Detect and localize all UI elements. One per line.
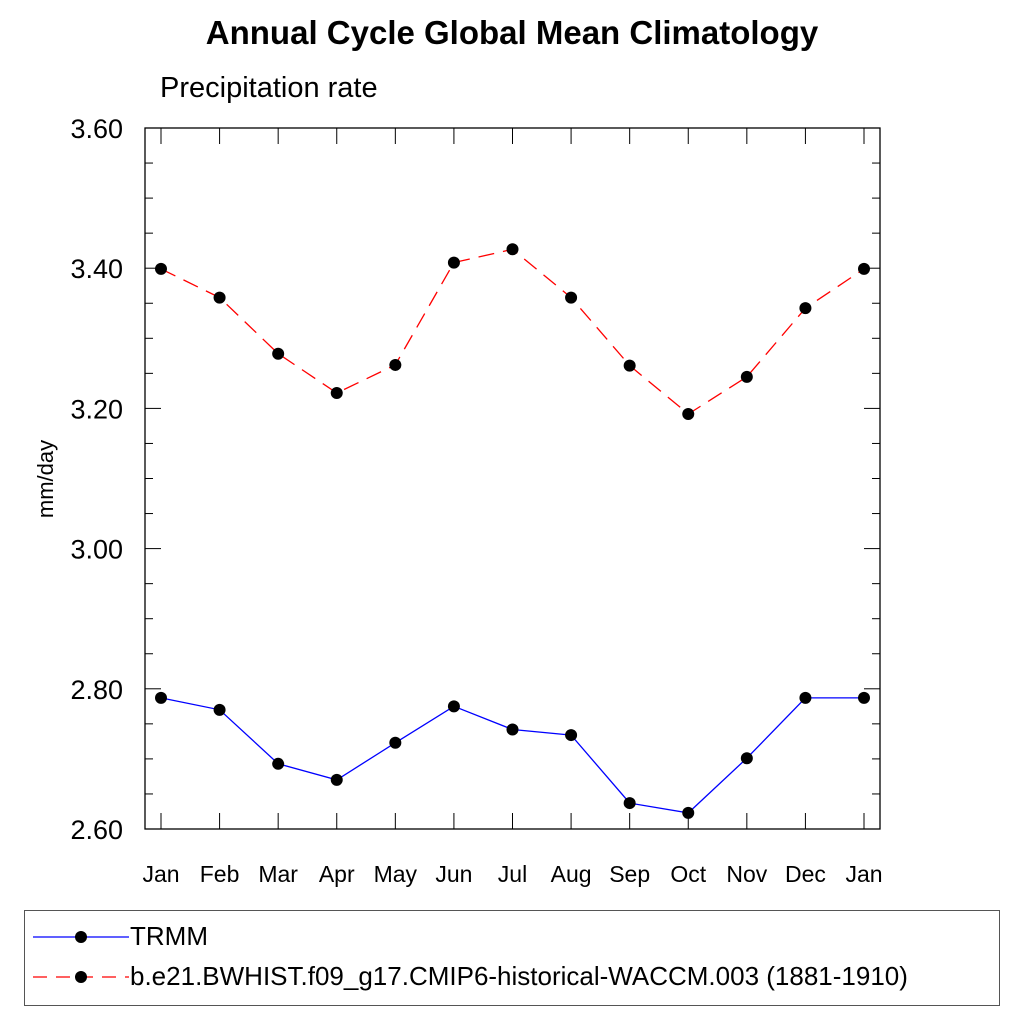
y-tick-label: 2.80 [70, 675, 123, 705]
x-tick-label: May [374, 861, 418, 887]
x-tick-label: Mar [258, 861, 298, 887]
data-point-1-4 [389, 358, 402, 371]
data-point-1-3 [330, 386, 343, 399]
x-tick-label: Feb [200, 861, 240, 887]
data-point-0-12 [858, 691, 870, 704]
x-ticks: Jan Feb Mar Apr May Jun Jul Aug Sep Oct Nov Dec Jan [142, 128, 883, 887]
y-axis-label: mm/day [33, 440, 58, 518]
data-point-0-8 [623, 797, 636, 810]
y-tick-label: 3.00 [70, 535, 123, 565]
data-point-1-9 [682, 408, 695, 421]
y-tick-label: 3.40 [70, 254, 123, 284]
y-tick-label: 2.60 [70, 815, 123, 845]
data-point-0-11 [799, 691, 812, 704]
chart-title: Annual Cycle Global Mean Climatology [205, 14, 819, 51]
data-point-1-0 [155, 262, 167, 275]
x-tick-label: Jan [142, 861, 179, 887]
x-tick-label: Jan [845, 861, 882, 887]
data-point-0-5 [447, 700, 460, 713]
data-point-0-1 [213, 703, 226, 716]
data-point-1-10 [740, 370, 753, 383]
legend-item-1: b.e21.BWHIST.f09_g17.CMIP6-historical-WA… [25, 957, 999, 997]
legend-label-1: b.e21.BWHIST.f09_g17.CMIP6-historical-WA… [130, 961, 908, 991]
data-point-1-1 [213, 291, 226, 304]
data-point-0-4 [389, 736, 402, 749]
legend-swatch-1 [33, 971, 129, 983]
x-tick-label: Sep [609, 861, 650, 887]
plot-area: 2.60 2.80 3.00 3.20 3.40 3.60 Jan Feb Mar Apr May… [33, 114, 883, 887]
data-point-1-2 [272, 347, 285, 360]
data-point-0-3 [330, 773, 343, 786]
data-point-0-10 [740, 752, 753, 765]
x-tick-label: Aug [551, 861, 592, 887]
x-tick-label: Apr [319, 861, 355, 887]
legend-label-0: TRMM [130, 921, 208, 951]
y-tick-label: 3.20 [70, 394, 123, 424]
data-point-1-6 [506, 243, 519, 256]
data-point-0-6 [506, 723, 519, 736]
series-layer [155, 243, 870, 819]
x-tick-label: Jun [435, 861, 472, 887]
x-tick-label: Jul [498, 861, 527, 887]
legend: TRMM b.e21.BWHIST.f09_g17.CMIP6-historic… [24, 910, 1000, 1006]
y-tick-label: 3.60 [70, 114, 123, 144]
data-point-1-11 [799, 302, 812, 315]
chart-subtitle: Precipitation rate [160, 72, 378, 104]
legend-item-0: TRMM [25, 917, 999, 957]
data-point-1-8 [623, 359, 636, 372]
x-tick-label: Dec [785, 861, 826, 887]
series-line-1 [160, 248, 865, 415]
data-point-0-2 [272, 757, 285, 770]
y-ticks: 2.60 2.80 3.00 3.20 3.40 3.60 [70, 114, 880, 845]
series-line-0 [160, 697, 864, 814]
legend-swatch-0 [33, 931, 129, 943]
data-point-0-7 [565, 729, 578, 742]
data-point-1-5 [447, 256, 460, 269]
x-tick-label: Oct [670, 861, 706, 887]
data-point-0-9 [682, 806, 695, 819]
x-tick-label: Nov [726, 861, 767, 887]
data-point-0-0 [155, 691, 167, 704]
data-point-1-12 [858, 262, 870, 275]
data-point-1-7 [565, 291, 578, 304]
